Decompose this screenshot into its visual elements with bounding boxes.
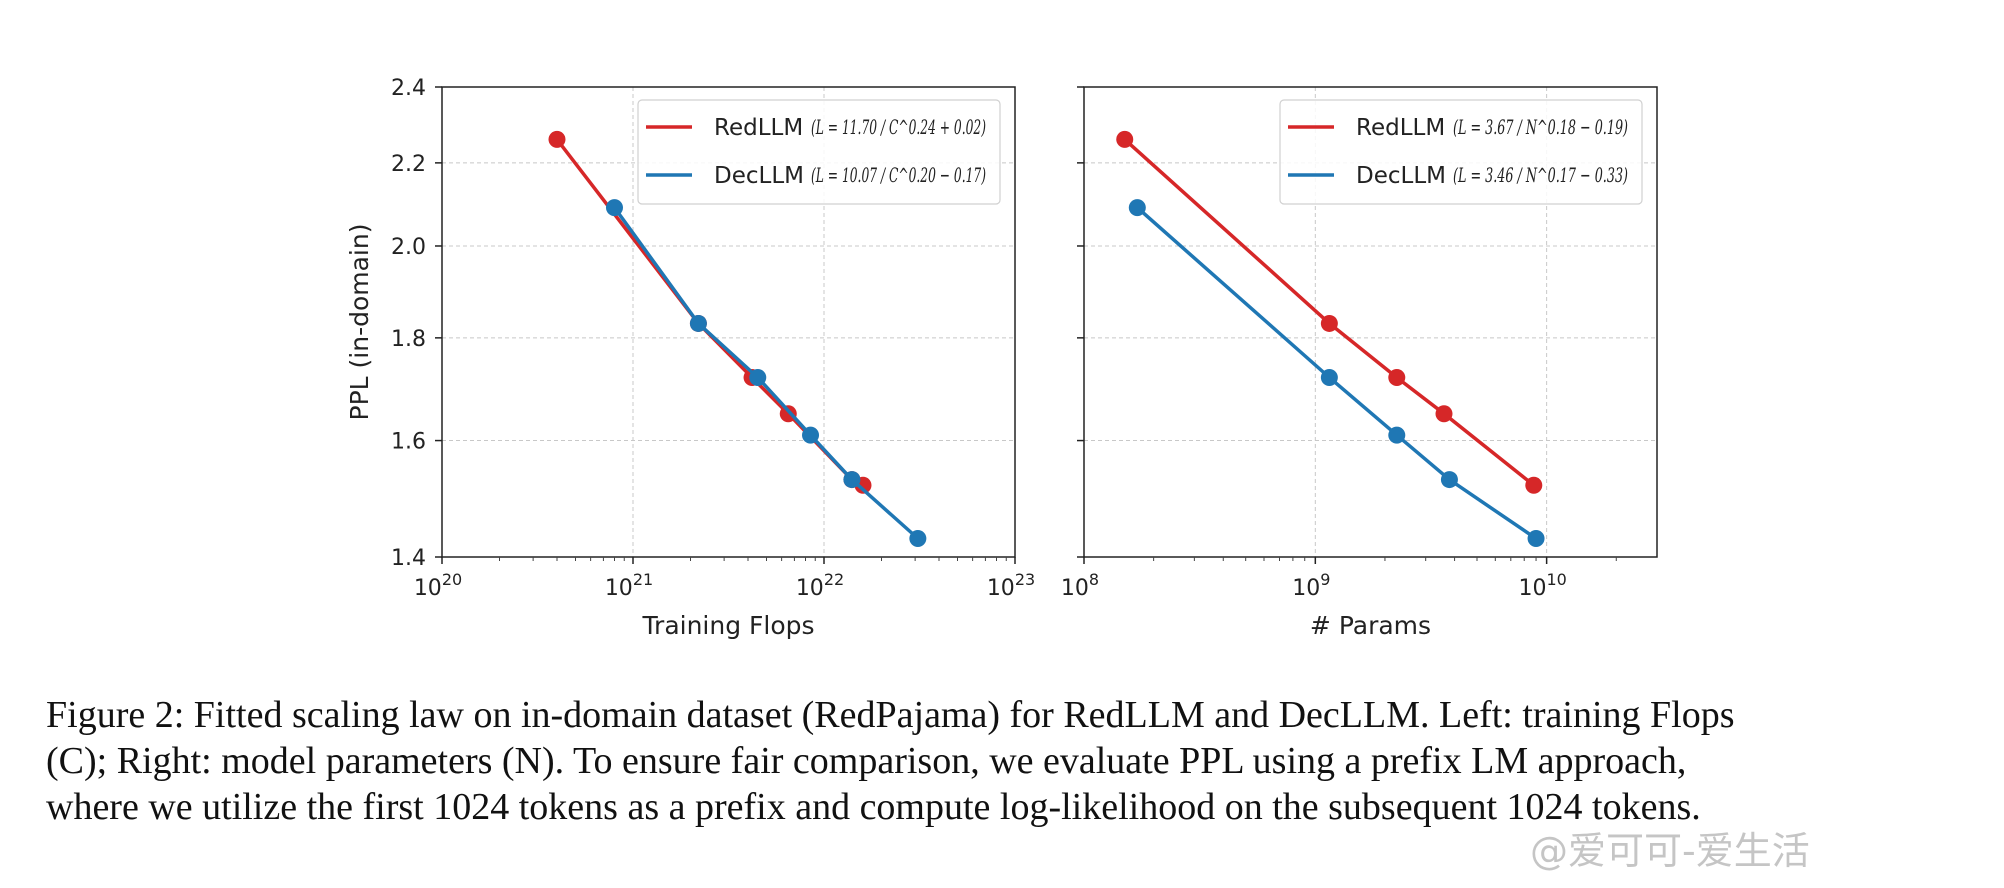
series-line-decllm — [613, 206, 920, 540]
caption-line-1: Figure 2: Fitted scaling law on in-domai… — [46, 694, 1735, 736]
figure-caption: Figure 2: Fitted scaling law on in-domai… — [46, 692, 1966, 830]
series-decllm — [1128, 199, 1545, 548]
data-point-decllm — [1128, 199, 1146, 217]
x-axis-title: Training Flops — [641, 611, 814, 640]
y-tick-label: 1.4 — [391, 546, 426, 571]
series-decllm — [605, 199, 927, 548]
chart-panel-2: 108 109 1010 # Params RedLLM (L = 3.67 / N^0.… — [1061, 86, 1658, 640]
y-tick-label: 1.8 — [391, 327, 426, 352]
caption-line-3: where we utilize the first 1024 tokens a… — [46, 786, 1701, 828]
data-point-decllm — [802, 426, 820, 444]
legend: RedLLM (L = 11.70 / C^0.24 + 0.02) DecLLM (… — [637, 99, 1001, 205]
legend-formula-redllm: (L = 3.67 / N^0.18 − 0.19) — [1453, 115, 1628, 139]
legend-label-redllm: RedLLM — [714, 115, 803, 141]
data-point-decllm — [1320, 368, 1338, 386]
legend-label-decllm: DecLLM — [1356, 163, 1446, 189]
data-point-decllm — [605, 199, 623, 217]
watermark: @爱可可-爱生活 — [1530, 829, 1810, 873]
legend: RedLLM (L = 3.67 / N^0.18 − 0.19) DecLLM (L… — [1279, 99, 1643, 205]
legend-formula-redllm: (L = 11.70 / C^0.24 + 0.02) — [811, 115, 986, 139]
data-point-decllm — [1527, 530, 1545, 548]
series-redllm — [1116, 130, 1543, 494]
data-point-decllm — [689, 314, 707, 332]
data-point-redllm — [1320, 314, 1338, 332]
plot-frame — [1083, 86, 1658, 558]
y-tick-label: 1.6 — [391, 430, 426, 455]
legend-box — [1279, 99, 1643, 205]
data-point-redllm — [548, 130, 566, 148]
legend-box — [637, 99, 1001, 205]
x-axis-title: # Params — [1310, 611, 1431, 640]
charts-svg: 1020 1021 1022 1023 1.4 1.6 1.8 2.0 2.2 2.4 Traini… — [345, 76, 1658, 640]
x-tick-label: 1020 — [414, 570, 462, 601]
data-point-redllm — [1525, 476, 1543, 494]
x-tick-label: 1010 — [1518, 570, 1566, 601]
data-point-redllm — [1388, 368, 1406, 386]
data-point-redllm — [1116, 130, 1134, 148]
x-tick-label: 1023 — [987, 570, 1035, 601]
x-tick-label: 1022 — [796, 570, 844, 601]
x-tick-label: 109 — [1292, 570, 1330, 601]
legend-formula-decllm: (L = 10.07 / C^0.20 − 0.17) — [811, 163, 986, 187]
data-point-decllm — [909, 530, 927, 548]
data-point-decllm — [843, 471, 861, 489]
y-tick-label: 2.2 — [391, 152, 426, 177]
y-axis-title: PPL (in-domain) — [345, 224, 374, 421]
legend-formula-decllm: (L = 3.46 / N^0.17 − 0.33) — [1453, 163, 1628, 187]
x-tick-label: 108 — [1061, 570, 1099, 601]
data-point-redllm — [1435, 405, 1453, 423]
data-point-decllm — [749, 368, 767, 386]
chart-panel-1: 1020 1021 1022 1023 1.4 1.6 1.8 2.0 2.2 2.4 Traini… — [345, 76, 1035, 640]
data-point-decllm — [1440, 471, 1458, 489]
y-tick-label: 2.0 — [391, 235, 426, 260]
plot-frame — [441, 86, 1016, 558]
legend-label-redllm: RedLLM — [1356, 115, 1445, 141]
caption-line-2: (C); Right: model parameters (N). To ens… — [46, 740, 1687, 782]
y-tick-label: 2.4 — [391, 76, 426, 101]
x-tick-label: 1021 — [605, 570, 653, 601]
data-point-decllm — [1388, 426, 1406, 444]
series-line-decllm — [1136, 206, 1537, 540]
legend-label-decllm: DecLLM — [714, 163, 804, 189]
